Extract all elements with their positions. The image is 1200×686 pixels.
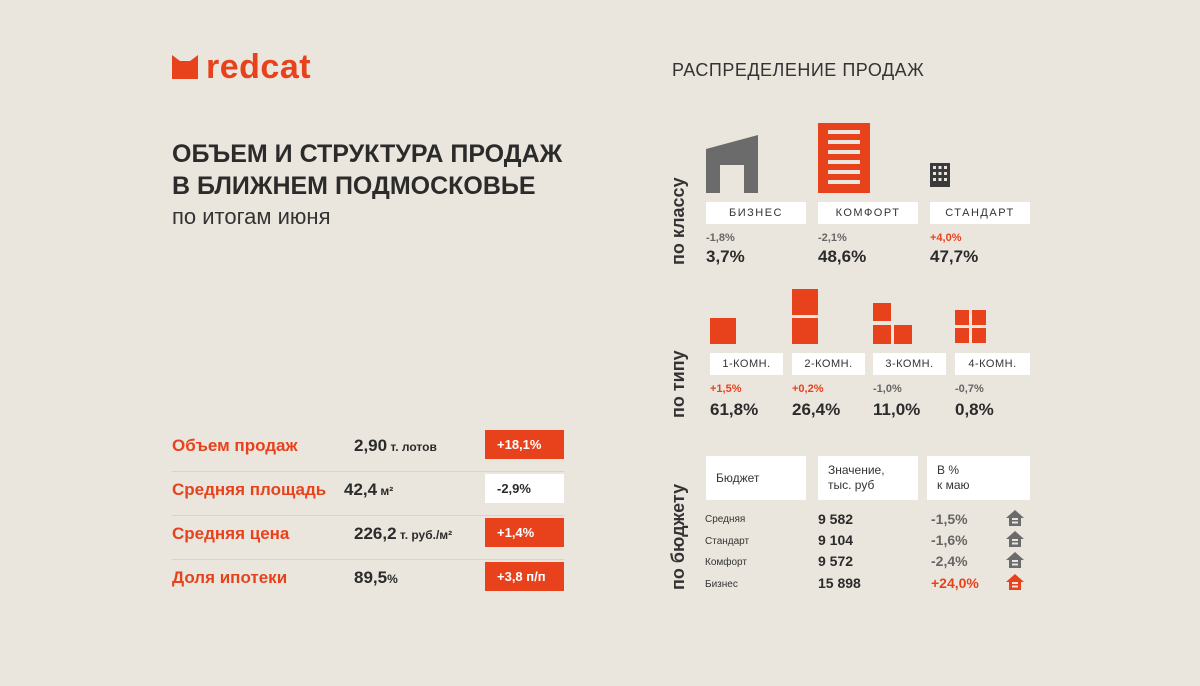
budget-row-name: Средняя [705,514,746,525]
metric-row-average-area: Средняя площадь 42,4 м² -2,9% [172,472,564,516]
type-share-4-room: 0,8% [955,400,994,419]
type-chip-1-room: 1-КОМН. [710,353,783,375]
type-share-2-room: 26,4% [792,400,841,419]
class-chip-business: БИЗНЕС [706,202,806,224]
type-chip-3-room: 3-КОМН. [873,353,946,375]
metric-change-badge: +1,4% [485,518,564,547]
three-room-icon [873,303,912,344]
metric-change-badge: +18,1% [485,430,564,459]
type-chip-2-room: 2-КОМН. [792,353,865,375]
two-room-icon [792,289,818,344]
house-icon [1006,510,1024,526]
budget-row-value: 15 898 [818,575,861,591]
class-share-comfort: 48,6% [818,247,867,266]
class-change-standard: +4,0% [930,232,962,244]
metric-value: 226,2 т. руб./м² [354,524,453,543]
budget-header-value: Значение, тыс. руб [818,456,918,500]
type-change-1-room: +1,5% [710,383,742,395]
budget-row-name: Комфорт [705,557,747,568]
metric-label: Средняя цена [172,524,290,543]
type-change-4-room: -0,7% [955,383,984,395]
metric-change-badge: -2,9% [485,474,564,503]
budget-row-value: 9 104 [818,532,854,548]
type-share-3-room: 11,0% [873,400,921,419]
house-icon [1006,574,1024,590]
page-title: ОБЪЕМ И СТРУКТУРА ПРОДАЖ В БЛИЖНЕМ ПОДМО… [172,138,562,202]
comfort-building-icon [818,123,870,193]
type-change-3-room: -1,0% [873,383,902,395]
budget-row-change: +24,0% [931,575,979,591]
metric-value: 89,5% [354,568,398,587]
page-subtitle: по итогам июня [172,204,331,229]
section-label-by-type: по типу [668,350,688,418]
budget-row-name: Стандарт [705,536,750,547]
brand-logo: redcat [172,50,311,84]
type-share-1-room: 61,8% [710,400,759,419]
section-label-by-class: по классу [668,177,688,265]
budget-row-value: 9 582 [818,511,854,527]
class-share-standard: 47,7% [930,247,979,266]
house-icon [1006,531,1024,547]
metric-label: Доля ипотеки [172,568,288,587]
house-icon [1006,552,1024,568]
cat-ears-icon [172,55,198,79]
budget-row-name: Бизнес [705,579,738,590]
metric-row-average-price: Средняя цена 226,2 т. руб./м² +1,4% [172,516,564,560]
metric-change-badge: +3,8 п/п [485,562,564,591]
class-chip-standard: СТАНДАРТ [930,202,1030,224]
budget-row-change: -1,5% [931,511,968,527]
class-change-business: -1,8% [706,232,735,244]
standard-building-icon [930,163,950,187]
metric-value: 2,90 т. лотов [354,436,437,455]
title-line-1: ОБЪЕМ И СТРУКТУРА ПРОДАЖ [172,140,563,168]
distribution-title: РАСПРЕДЕЛЕНИЕ ПРОДАЖ [672,60,925,80]
budget-row-change: -1,6% [931,532,968,548]
four-room-icon [955,310,987,344]
type-chip-4-room: 4-КОМН. [955,353,1030,375]
metric-label: Объем продаж [172,436,298,455]
budget-row-value: 9 572 [818,553,854,569]
business-building-icon [706,135,758,193]
metrics-list: Объем продаж 2,90 т. лотов +18,1% Средня… [172,428,564,603]
metric-row-mortgage-share: Доля ипотеки 89,5% +3,8 п/п [172,560,564,603]
class-change-comfort: -2,1% [818,232,847,244]
metric-label: Средняя площадь [172,480,327,499]
budget-header-name: Бюджет [706,456,806,500]
metric-row-sales-volume: Объем продаж 2,90 т. лотов +18,1% [172,428,564,472]
one-room-icon [710,318,736,344]
type-change-2-room: +0,2% [792,383,824,395]
class-chip-comfort: КОМФОРТ [818,202,918,224]
budget-header-change: В % к маю [927,456,1030,500]
title-line-2: В БЛИЖНЕМ ПОДМОСКОВЬЕ [172,172,536,200]
brand-name: redcat [206,48,312,86]
class-share-business: 3,7% [706,247,745,266]
metric-value: 42,4 м² [344,480,394,499]
section-label-by-budget: по бюджету [668,483,688,590]
budget-row-change: -2,4% [931,553,968,569]
